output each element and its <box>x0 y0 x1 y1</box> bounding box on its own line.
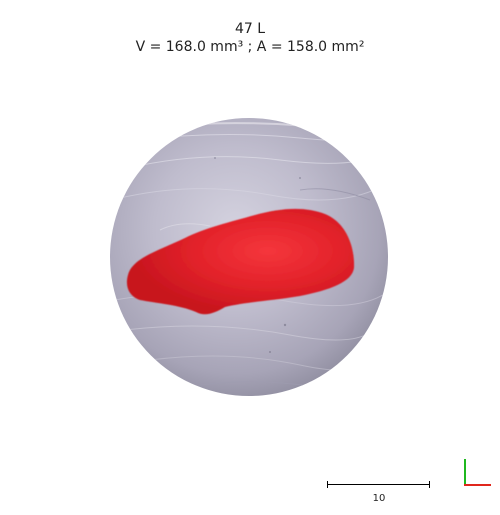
scale-bar-tick-right <box>429 481 430 488</box>
scale-bar-tick-left <box>327 481 328 488</box>
xy-axes-icon <box>464 459 491 486</box>
sample-title: 47 L <box>234 21 266 37</box>
measurement-readout: V = 168.0 mm³ ; A = 158.0 mm² <box>135 39 365 55</box>
scale-bar-line <box>327 484 430 485</box>
lesion-region[interactable] <box>126 208 355 315</box>
scale-bar-label: 10 <box>372 493 386 504</box>
scale-bar: 10 <box>327 478 431 508</box>
header: 47 L V = 168.0 mm³ ; A = 158.0 mm² <box>0 20 500 56</box>
